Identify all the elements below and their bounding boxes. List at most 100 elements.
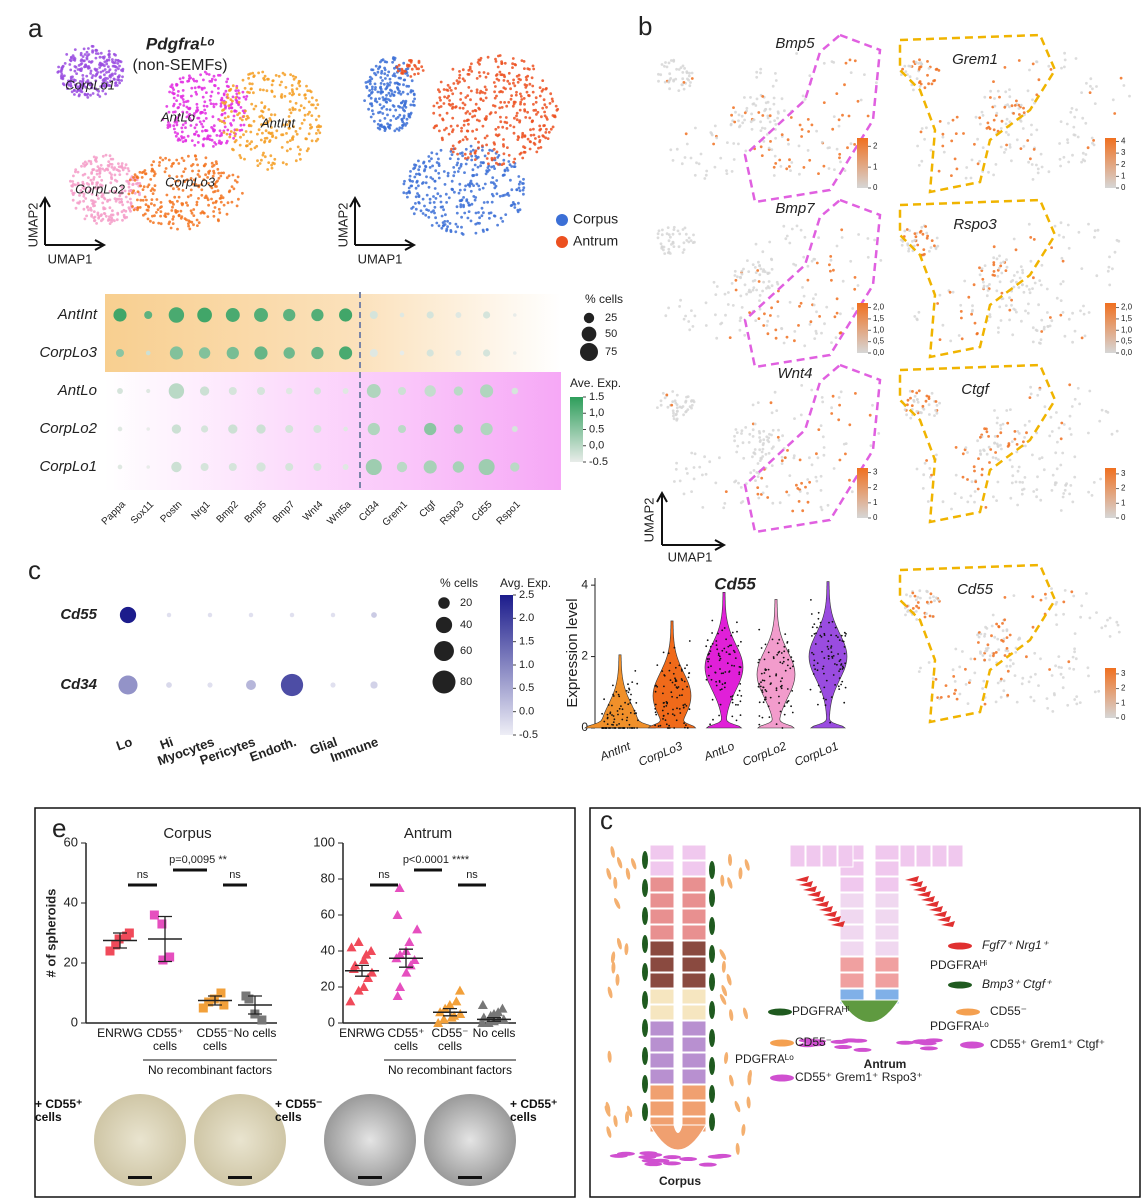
umap-cell bbox=[986, 121, 990, 125]
umap-cell bbox=[712, 280, 716, 284]
umap-cell bbox=[469, 189, 473, 193]
umap-cell bbox=[542, 98, 546, 102]
dot bbox=[311, 346, 324, 360]
dot bbox=[455, 312, 462, 318]
cell-dot bbox=[736, 694, 739, 696]
umap-cell bbox=[915, 618, 919, 621]
umap-cell bbox=[413, 166, 417, 170]
umap-cell bbox=[103, 212, 107, 216]
umap-cell bbox=[373, 88, 377, 91]
umap-cell bbox=[229, 130, 233, 133]
umap-cell bbox=[1067, 246, 1071, 250]
cell-dot bbox=[776, 653, 779, 656]
cell-dot bbox=[786, 641, 789, 643]
umap-cell bbox=[506, 169, 510, 172]
umap-cell bbox=[937, 169, 941, 173]
schematic-label: PDGFRAᴸᵒ bbox=[930, 1019, 989, 1033]
umap-cell bbox=[526, 137, 530, 141]
umap-cell bbox=[191, 163, 195, 166]
umap-cell bbox=[69, 179, 72, 183]
umap-cell bbox=[983, 634, 986, 638]
umap-cell bbox=[734, 428, 738, 431]
umap-cell bbox=[490, 165, 493, 169]
umap-cell bbox=[1030, 123, 1033, 127]
umap-cell bbox=[195, 102, 199, 106]
umap-cell bbox=[107, 49, 111, 53]
umap-cell bbox=[950, 507, 953, 511]
cell-dot bbox=[823, 657, 826, 659]
umap-cell bbox=[993, 97, 996, 100]
umap-cell bbox=[90, 60, 94, 63]
umap-cell bbox=[201, 95, 205, 99]
umap-cell bbox=[911, 591, 915, 595]
umap-cell bbox=[472, 184, 475, 188]
umap-cell bbox=[205, 129, 209, 133]
umap-cell bbox=[129, 209, 132, 213]
umap-cell bbox=[99, 70, 103, 74]
umap-cell bbox=[274, 74, 278, 77]
umap-cell bbox=[782, 224, 786, 228]
umap-cell bbox=[800, 481, 803, 485]
cell-dot bbox=[775, 723, 778, 725]
umap-cell bbox=[314, 106, 318, 110]
dot bbox=[426, 349, 434, 357]
umap-cell bbox=[738, 319, 742, 323]
umap-cell bbox=[734, 278, 738, 282]
epithelial-cell bbox=[681, 1020, 707, 1037]
umap-cell bbox=[1025, 284, 1029, 288]
umap-cell bbox=[252, 119, 256, 123]
data-point bbox=[477, 1018, 488, 1027]
column-label: Bmp7 bbox=[271, 499, 298, 526]
cd55-cell bbox=[698, 1162, 717, 1167]
umap-cell bbox=[1007, 442, 1011, 445]
umap-cell bbox=[931, 677, 935, 680]
umap-cell bbox=[270, 83, 274, 87]
epithelial-cell bbox=[931, 844, 948, 868]
umap-cell bbox=[82, 194, 86, 198]
umap-cell bbox=[417, 59, 421, 63]
cell-dot bbox=[719, 668, 721, 670]
umap-cell bbox=[292, 125, 295, 129]
cell-dot bbox=[601, 712, 603, 715]
umap-cell bbox=[920, 62, 924, 66]
epithelial-cell bbox=[839, 956, 865, 973]
umap-cell bbox=[1072, 667, 1076, 671]
column-label: Ctgf bbox=[417, 499, 438, 520]
epithelial-cell bbox=[874, 956, 900, 973]
umap-cell bbox=[78, 93, 81, 97]
error-bar bbox=[443, 1007, 457, 1017]
umap-cell bbox=[411, 180, 414, 183]
umap-cell bbox=[1059, 437, 1063, 441]
umap-cell bbox=[1122, 84, 1126, 87]
umap-cell bbox=[1037, 78, 1041, 82]
umap-cell bbox=[760, 154, 764, 158]
umap-cell bbox=[905, 593, 908, 597]
cell-dot bbox=[612, 695, 615, 697]
umap-cell bbox=[255, 144, 259, 148]
umap-cell bbox=[450, 147, 453, 151]
umap-cell bbox=[950, 174, 953, 178]
cell-dot bbox=[682, 704, 685, 707]
umap-cell bbox=[394, 108, 398, 112]
umap-cell bbox=[1066, 703, 1070, 707]
umap-cell bbox=[992, 128, 996, 132]
umap-cell bbox=[1049, 415, 1053, 419]
cell-dot bbox=[831, 655, 833, 658]
umap-cell bbox=[511, 66, 514, 69]
umap-cell bbox=[999, 431, 1003, 435]
umap-cell bbox=[187, 154, 190, 158]
epithelial-cell bbox=[649, 892, 675, 909]
data-point bbox=[444, 1000, 455, 1009]
umap-cell bbox=[70, 90, 74, 94]
cell-dot bbox=[675, 719, 678, 722]
umap-cell bbox=[771, 84, 775, 88]
umap-cell bbox=[530, 76, 534, 80]
umap-cell bbox=[1063, 58, 1067, 62]
umap-cell bbox=[766, 438, 769, 442]
umap-cell bbox=[232, 136, 236, 140]
umap-cell bbox=[193, 79, 196, 83]
umap-cell bbox=[761, 491, 765, 495]
umap-cell bbox=[756, 462, 760, 465]
umap-cell bbox=[251, 71, 255, 75]
fibroblast bbox=[721, 984, 728, 997]
